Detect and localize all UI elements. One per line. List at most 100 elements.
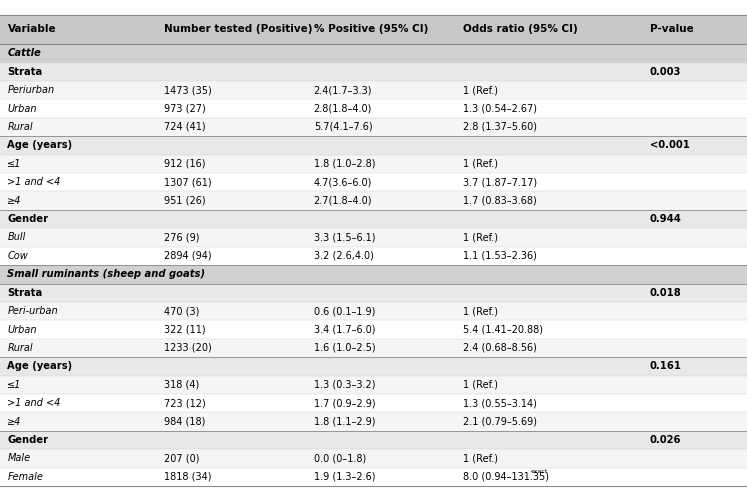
Text: Odds ratio (95% CI): Odds ratio (95% CI) [463,25,578,34]
Text: 1.3 (0.3–3.2): 1.3 (0.3–3.2) [314,380,375,390]
Text: Age (years): Age (years) [7,361,72,371]
Text: 1818 (34): 1818 (34) [164,472,212,482]
Text: 3.7 (1.87–7.17): 3.7 (1.87–7.17) [463,177,537,187]
FancyBboxPatch shape [0,412,747,431]
FancyBboxPatch shape [0,136,747,155]
Text: 470 (3): 470 (3) [164,306,199,316]
FancyBboxPatch shape [0,320,747,339]
Text: 1 (Ref.): 1 (Ref.) [463,454,498,464]
FancyBboxPatch shape [0,62,747,81]
Text: Male: Male [7,454,31,464]
Text: Rural: Rural [7,122,33,132]
FancyBboxPatch shape [0,228,747,246]
Text: 0.6 (0.1–1.9): 0.6 (0.1–1.9) [314,306,375,316]
Text: Number tested (Positive): Number tested (Positive) [164,25,313,34]
Text: 1473 (35): 1473 (35) [164,85,212,95]
Text: ≤1: ≤1 [7,380,22,390]
Text: 951 (26): 951 (26) [164,195,206,206]
Text: 1307 (61): 1307 (61) [164,177,212,187]
Text: 5.4 (1.41–20.88): 5.4 (1.41–20.88) [463,325,543,334]
Text: 724 (41): 724 (41) [164,122,206,132]
Text: 1.9 (1.3–2.6): 1.9 (1.3–2.6) [314,472,375,482]
FancyBboxPatch shape [0,431,747,449]
Text: Small ruminants (sheep and goats): Small ruminants (sheep and goats) [7,269,205,279]
FancyBboxPatch shape [0,265,747,283]
Text: Age (years): Age (years) [7,140,72,150]
Text: 2.8(1.8–4.0): 2.8(1.8–4.0) [314,104,372,113]
Text: Periurban: Periurban [7,85,55,95]
Text: Bull: Bull [7,232,26,243]
FancyBboxPatch shape [0,81,747,99]
Text: Peri-urban: Peri-urban [7,306,58,316]
Text: 912 (16): 912 (16) [164,159,206,169]
FancyBboxPatch shape [0,357,747,376]
Text: 1.7 (0.9–2.9): 1.7 (0.9–2.9) [314,398,375,408]
Text: 0.161: 0.161 [650,361,682,371]
FancyBboxPatch shape [0,246,747,265]
Text: 5.7(4.1–7.6): 5.7(4.1–7.6) [314,122,372,132]
FancyBboxPatch shape [0,173,747,191]
Text: ≥4: ≥4 [7,417,22,427]
Text: 1 (Ref.): 1 (Ref.) [463,380,498,390]
Text: 0.0 (0–1.8): 0.0 (0–1.8) [314,454,366,464]
Text: 0.944: 0.944 [650,214,682,224]
FancyBboxPatch shape [0,302,747,320]
Text: 1.8 (1.0–2.8): 1.8 (1.0–2.8) [314,159,375,169]
Text: Cow: Cow [7,251,28,261]
FancyBboxPatch shape [0,283,747,302]
FancyBboxPatch shape [0,44,747,62]
FancyBboxPatch shape [0,191,747,210]
Text: 0.018: 0.018 [650,288,682,298]
Text: 2894 (94): 2894 (94) [164,251,212,261]
Text: >1 and <4: >1 and <4 [7,398,61,408]
Text: 1.8 (1.1–2.9): 1.8 (1.1–2.9) [314,417,375,427]
Text: Cattle: Cattle [7,48,41,58]
Text: 1233 (20): 1233 (20) [164,343,212,353]
Text: 0.026: 0.026 [650,435,681,445]
Text: 2.4 (0.68–8.56): 2.4 (0.68–8.56) [463,343,537,353]
FancyBboxPatch shape [0,339,747,357]
Text: 318 (4): 318 (4) [164,380,199,390]
Text: 0.003: 0.003 [650,67,681,77]
Text: Rural: Rural [7,343,33,353]
Text: 984 (18): 984 (18) [164,417,205,427]
Text: 322 (11): 322 (11) [164,325,206,334]
Text: 1.3 (0.55–3.14): 1.3 (0.55–3.14) [463,398,537,408]
Text: Female: Female [7,472,43,482]
FancyBboxPatch shape [0,210,747,228]
Text: ≥4: ≥4 [7,195,22,206]
Text: 8.0 (0.94–131.35): 8.0 (0.94–131.35) [463,472,549,482]
Text: Urban: Urban [7,325,37,334]
Text: 1.1 (1.53–2.36): 1.1 (1.53–2.36) [463,251,537,261]
Text: Urban: Urban [7,104,37,113]
Text: 973 (27): 973 (27) [164,104,206,113]
FancyBboxPatch shape [0,118,747,136]
Text: 1.7 (0.83–3.68): 1.7 (0.83–3.68) [463,195,537,206]
FancyBboxPatch shape [0,449,747,467]
Text: 723 (12): 723 (12) [164,398,206,408]
Text: ≤1: ≤1 [7,159,22,169]
FancyBboxPatch shape [0,467,747,486]
Text: 4.7(3.6–6.0): 4.7(3.6–6.0) [314,177,372,187]
FancyBboxPatch shape [0,394,747,412]
FancyBboxPatch shape [0,99,747,118]
Text: 1.6 (1.0–2.5): 1.6 (1.0–2.5) [314,343,375,353]
Text: Gender: Gender [7,435,49,445]
FancyBboxPatch shape [0,155,747,173]
Text: >1 and <4: >1 and <4 [7,177,61,187]
FancyBboxPatch shape [0,376,747,394]
Text: 1 (Ref.): 1 (Ref.) [463,159,498,169]
Text: 1 (Ref.): 1 (Ref.) [463,232,498,243]
Text: 1 (Ref.): 1 (Ref.) [463,306,498,316]
Text: % Positive (95% CI): % Positive (95% CI) [314,25,428,34]
Text: 3.2 (2.6,4.0): 3.2 (2.6,4.0) [314,251,374,261]
Text: 1.3 (0.54–2.67): 1.3 (0.54–2.67) [463,104,537,113]
Text: <0.001: <0.001 [650,140,689,150]
Text: Variable: Variable [7,25,56,34]
Text: 207 (0): 207 (0) [164,454,200,464]
Text: 276 (9): 276 (9) [164,232,200,243]
Text: 2.8 (1.37–5.60): 2.8 (1.37–5.60) [463,122,537,132]
Text: P-value: P-value [650,25,694,34]
Text: Strata: Strata [7,288,43,298]
Text: 2.4(1.7–3.3): 2.4(1.7–3.3) [314,85,372,95]
